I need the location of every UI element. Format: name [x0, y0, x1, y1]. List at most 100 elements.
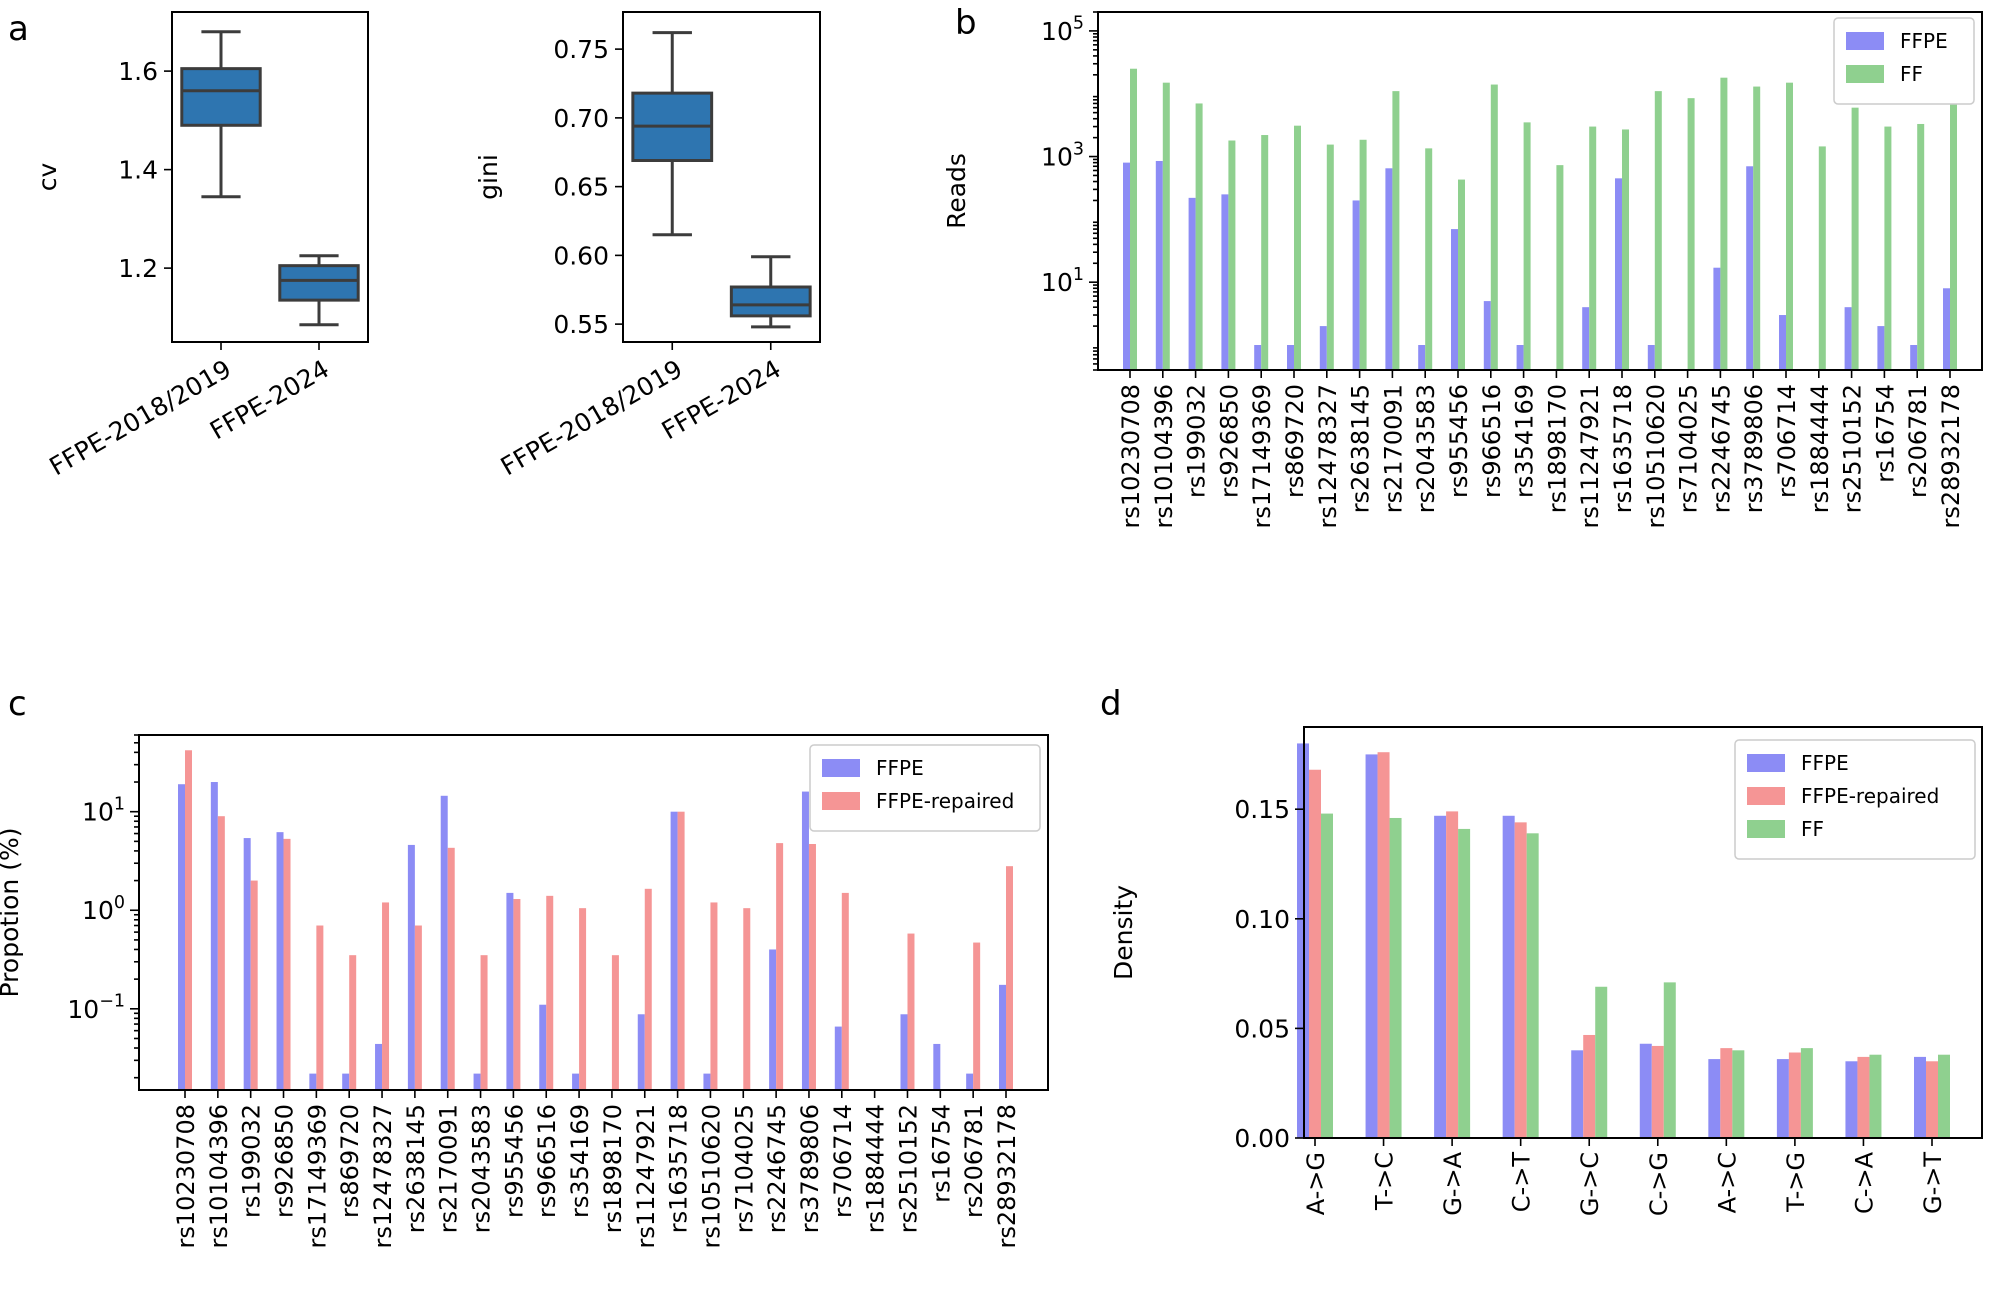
bar-ffpe-repaired	[480, 955, 488, 1090]
bar-ffpe-repaired	[447, 847, 455, 1090]
bar-ffpe	[637, 1014, 645, 1090]
y-tick-label: 101	[82, 794, 125, 826]
y-axis-label: Reads	[942, 153, 971, 229]
bar-ff	[1294, 125, 1301, 370]
x-tick-label: rs2638145	[1347, 384, 1375, 513]
bar-ffpe	[1221, 194, 1229, 370]
bar-ffpe	[1615, 178, 1622, 370]
x-tick-label: rs17149369	[1248, 384, 1276, 529]
x-tick-label: rs869720	[336, 1104, 364, 1218]
x-tick-label: rs3789806	[1740, 384, 1768, 513]
bar-ffpe	[670, 811, 678, 1090]
bar-ffpe-repaired	[1857, 1056, 1870, 1138]
panel-label-d: d	[1100, 684, 1122, 724]
y-tick-label: 0.65	[553, 173, 609, 202]
x-tick-label: rs2043583	[468, 1104, 496, 1233]
bar-ffpe-repaired	[250, 880, 258, 1090]
bar-ff	[1326, 144, 1334, 370]
bar-ff	[1595, 986, 1608, 1138]
bar-ff	[1556, 165, 1564, 370]
bar-ffpe	[703, 1073, 711, 1090]
x-tick-label: C->A	[1850, 1151, 1878, 1214]
legend-label: FFPE	[1900, 29, 1948, 53]
bar-ffpe	[1123, 162, 1130, 370]
bar-ff	[1654, 91, 1662, 371]
bar-ff	[1425, 148, 1433, 370]
x-tick-label: rs2510152	[1839, 384, 1867, 513]
x-tick-label: rs966516	[533, 1104, 561, 1218]
bar-ffpe	[1319, 326, 1327, 370]
x-tick-label: rs2246745	[1707, 384, 1735, 513]
bar-ffpe	[769, 949, 777, 1090]
x-tick-label: rs955456	[500, 1104, 528, 1218]
bar-ffpe	[1779, 315, 1786, 370]
y-tick-label: 0.55	[553, 310, 609, 339]
bar-ff	[1523, 122, 1531, 371]
x-tick-label: rs12478327	[369, 1104, 397, 1249]
bar-ffpe	[309, 1073, 317, 1090]
bar-ffpe	[1352, 200, 1360, 370]
x-tick-label: rs706714	[1773, 384, 1801, 498]
x-tick-label: rs2246745	[763, 1104, 791, 1233]
bar-ff	[1389, 817, 1402, 1138]
y-tick-label: 0.00	[1234, 1124, 1290, 1153]
bar-ffpe-repaired	[743, 908, 751, 1090]
bar-ffpe-repaired	[710, 902, 718, 1090]
bar-ffpe	[1713, 267, 1721, 370]
x-tick-label: A->C	[1713, 1152, 1741, 1213]
legend: FFPE FFPE-repaired	[809, 744, 1041, 832]
x-tick-label: rs2043583	[1412, 384, 1440, 513]
x-tick-label: rs10104396	[205, 1104, 233, 1249]
bar-ffpe	[243, 838, 251, 1090]
bar-ff	[1950, 55, 1957, 371]
bar-ffpe-repaired	[808, 844, 816, 1090]
x-tick-label: rs12478327	[1314, 384, 1342, 529]
legend-frame	[1734, 739, 1976, 860]
bar-ff	[1458, 179, 1465, 370]
plot-frame	[1303, 726, 1983, 1139]
bar-ff	[1622, 129, 1629, 370]
x-tick-label: rs1884444	[862, 1104, 890, 1233]
x-tick-label: rs955456	[1445, 384, 1473, 498]
bar-ff	[1392, 91, 1400, 371]
y-axis-label: cv	[33, 163, 62, 192]
bar-ff	[1851, 107, 1859, 370]
x-tick-label: rs3789806	[796, 1104, 824, 1233]
bar-ffpe-repaired	[1926, 1061, 1938, 1138]
bar-ffpe	[1943, 288, 1950, 370]
bar-ffpe-repaired	[185, 750, 192, 1090]
legend-label: FFPE	[876, 756, 924, 780]
bar-ffpe	[1385, 168, 1393, 370]
y-tick-label: 10−1	[67, 992, 125, 1024]
legend-swatch-ffpe	[822, 759, 860, 777]
legend-swatch-ffpe	[1846, 32, 1884, 50]
x-tick-label: G->A	[1439, 1151, 1467, 1215]
legend-swatch-ff	[1846, 65, 1884, 83]
x-tick-label: G->C	[1576, 1152, 1604, 1216]
x-tick-label: rs869720	[1281, 384, 1309, 498]
bar-ffpe-repaired	[644, 888, 652, 1090]
y-tick-label: 0.75	[553, 35, 609, 64]
chart-density-bar: 0.00 0.05 0.10 0.15 Density A->G T->C G->A C->T G…	[1109, 726, 1983, 1216]
y-tick-label: 1.2	[118, 254, 158, 283]
bar-ffpe	[473, 1073, 481, 1090]
plot-frame	[138, 734, 1049, 1091]
x-tick-label: rs966516	[1478, 384, 1506, 498]
bar-ffpe	[572, 1073, 580, 1090]
bar-ffpe-repaired	[513, 899, 521, 1090]
bar-ff	[1228, 140, 1236, 370]
bar-ffpe	[834, 1026, 842, 1090]
panel-label-a: a	[8, 9, 29, 49]
bar-ffpe-repaired	[973, 942, 981, 1090]
x-tick-label: rs10104396	[1150, 384, 1178, 529]
bar-ffpe	[1254, 345, 1262, 370]
bar-ff	[1938, 1054, 1950, 1138]
plot-frame	[1097, 11, 1983, 371]
bar-ffpe	[1451, 229, 1458, 370]
x-tick-label: rs11247921	[1576, 384, 1604, 529]
bar-ffpe	[1639, 1043, 1652, 1138]
legend: FFPE FFPE-repaired FF	[1734, 739, 1976, 860]
bar-ffpe-repaired	[677, 811, 685, 1090]
bar-ffpe-repaired	[579, 908, 587, 1090]
